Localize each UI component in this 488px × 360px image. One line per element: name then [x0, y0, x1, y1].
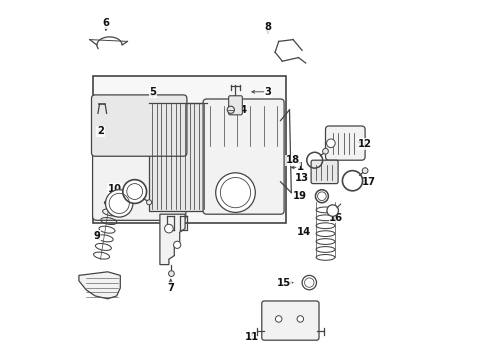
Circle shape [326, 139, 335, 148]
Circle shape [173, 241, 181, 248]
Circle shape [105, 190, 133, 217]
Polygon shape [160, 214, 185, 265]
Bar [93, 76, 285, 223]
Text: 12: 12 [357, 139, 371, 149]
Bar [149, 103, 206, 211]
FancyBboxPatch shape [203, 99, 284, 214]
Text: 15: 15 [277, 278, 290, 288]
Circle shape [168, 271, 174, 276]
Text: 3: 3 [264, 87, 271, 97]
Circle shape [215, 173, 255, 212]
Text: 9: 9 [93, 231, 100, 241]
Text: 5: 5 [149, 87, 156, 97]
Text: 7: 7 [167, 283, 174, 293]
FancyBboxPatch shape [261, 301, 318, 340]
Text: 13: 13 [294, 173, 308, 183]
Text: 4: 4 [239, 105, 246, 115]
Circle shape [275, 316, 282, 322]
Circle shape [315, 190, 328, 203]
Text: 1: 1 [296, 162, 303, 172]
Circle shape [122, 180, 146, 203]
Circle shape [164, 224, 173, 233]
FancyBboxPatch shape [228, 96, 242, 115]
Circle shape [296, 316, 303, 322]
Text: 19: 19 [293, 191, 306, 201]
Text: 6: 6 [102, 18, 109, 28]
Circle shape [322, 148, 328, 154]
Text: 18: 18 [285, 155, 300, 165]
FancyBboxPatch shape [325, 126, 365, 160]
Text: 14: 14 [296, 227, 310, 237]
FancyBboxPatch shape [310, 160, 337, 184]
Circle shape [362, 168, 367, 174]
Circle shape [326, 205, 338, 216]
Text: 16: 16 [328, 213, 343, 223]
Circle shape [146, 200, 151, 205]
Text: 2: 2 [97, 126, 104, 136]
Text: 10: 10 [108, 184, 122, 194]
Circle shape [302, 275, 316, 290]
FancyBboxPatch shape [91, 95, 186, 156]
Circle shape [227, 106, 234, 113]
Text: 17: 17 [361, 177, 375, 187]
Polygon shape [79, 272, 120, 299]
Text: 8: 8 [264, 22, 271, 32]
Text: 11: 11 [244, 332, 258, 342]
FancyBboxPatch shape [92, 96, 185, 220]
